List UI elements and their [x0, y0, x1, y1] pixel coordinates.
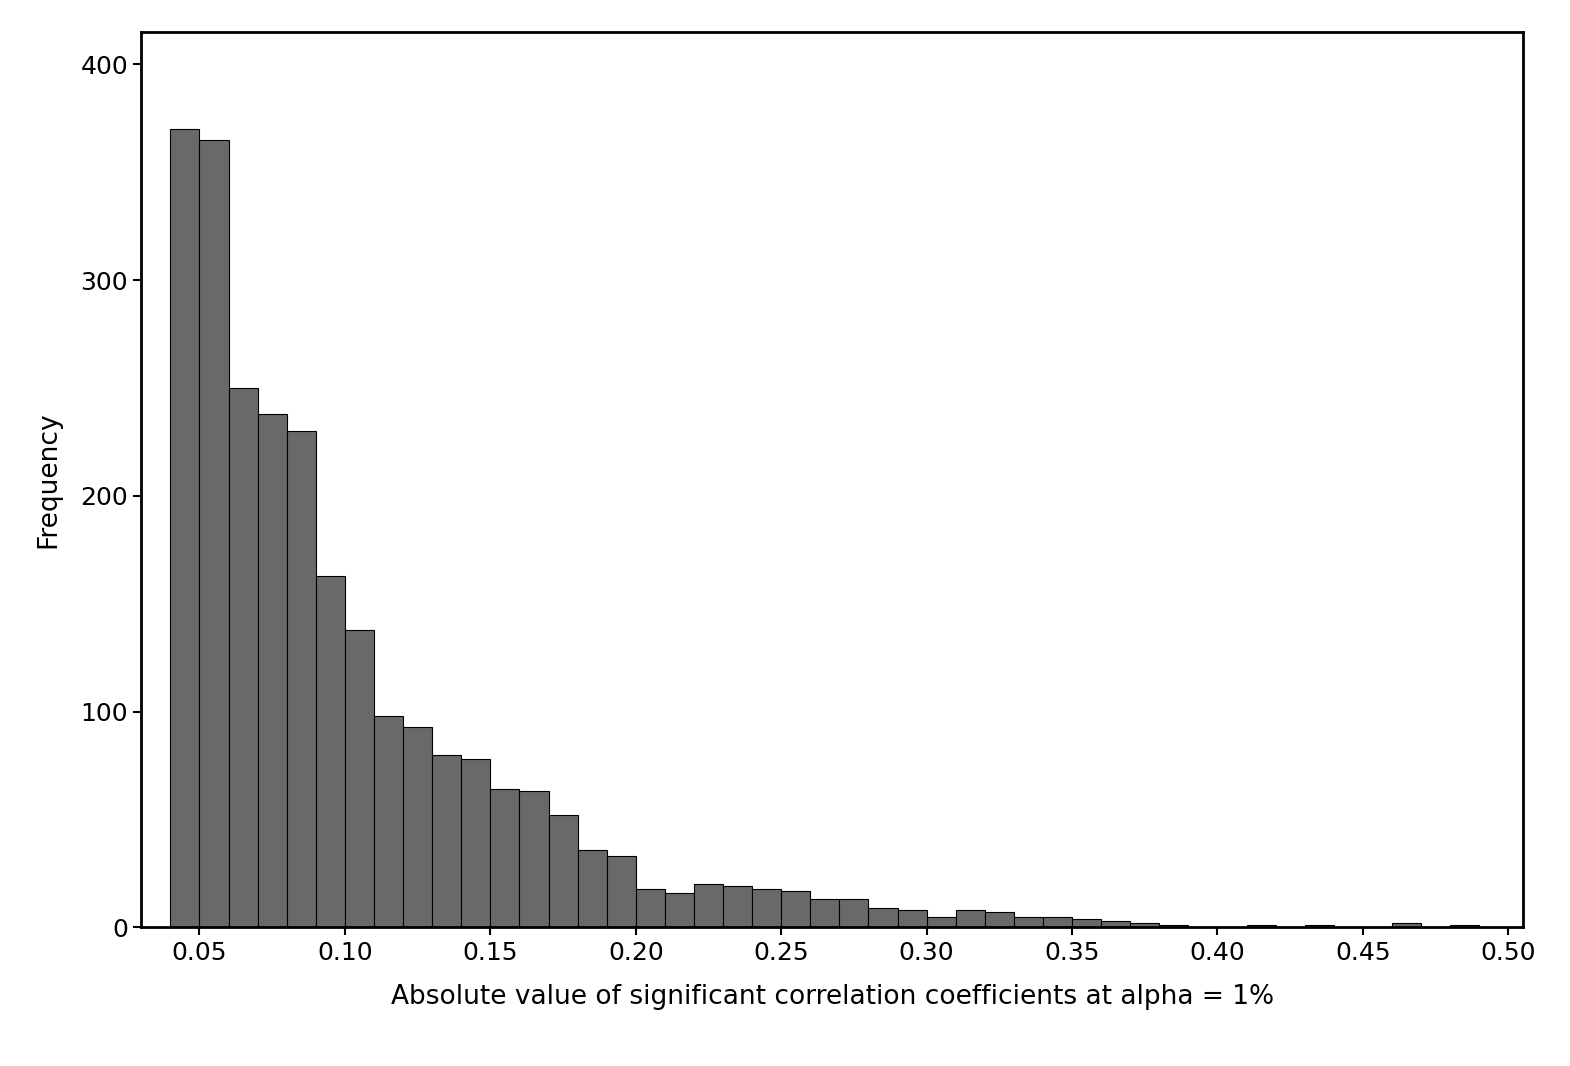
Bar — [1101, 921, 1130, 927]
Bar — [1042, 917, 1072, 927]
Bar — [287, 431, 316, 927]
Bar — [636, 889, 664, 927]
Bar — [1451, 925, 1479, 927]
Bar — [403, 727, 432, 927]
Bar — [926, 917, 956, 927]
Bar — [724, 887, 752, 927]
Bar — [548, 815, 578, 927]
Bar — [578, 850, 606, 927]
Bar — [752, 889, 782, 927]
Bar — [664, 893, 694, 927]
Bar — [520, 791, 548, 927]
Bar — [984, 912, 1014, 927]
Bar — [1305, 925, 1334, 927]
Bar — [374, 716, 403, 927]
X-axis label: Absolute value of significant correlation coefficients at alpha = 1%: Absolute value of significant correlatio… — [391, 984, 1273, 1011]
Bar — [1130, 923, 1159, 927]
Y-axis label: Frequency: Frequency — [35, 411, 61, 548]
Bar — [432, 755, 462, 927]
Bar — [229, 388, 257, 927]
Bar — [868, 908, 898, 927]
Bar — [606, 856, 636, 927]
Bar — [171, 129, 199, 927]
Bar — [490, 789, 520, 927]
Bar — [694, 885, 724, 927]
Bar — [345, 630, 374, 927]
Bar — [316, 576, 345, 927]
Bar — [199, 140, 229, 927]
Bar — [898, 910, 926, 927]
Bar — [840, 900, 868, 927]
Bar — [956, 910, 984, 927]
Bar — [462, 759, 490, 927]
Bar — [257, 414, 287, 927]
Bar — [1247, 925, 1276, 927]
Bar — [782, 891, 810, 927]
Bar — [1159, 925, 1188, 927]
Bar — [1072, 919, 1101, 927]
Bar — [1014, 917, 1042, 927]
Bar — [810, 900, 840, 927]
Bar — [1393, 923, 1421, 927]
